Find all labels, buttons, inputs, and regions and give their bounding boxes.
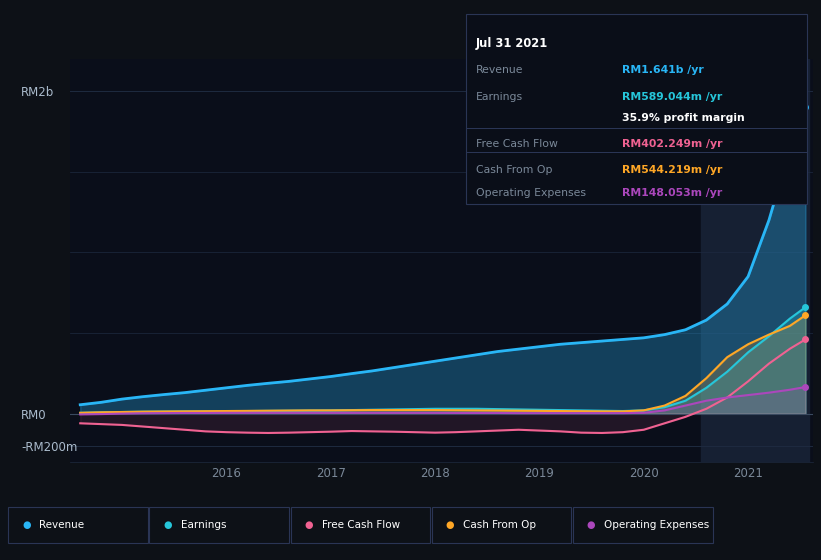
Text: Operating Expenses: Operating Expenses xyxy=(476,188,586,198)
Text: Cash From Op: Cash From Op xyxy=(463,520,536,530)
Text: ●: ● xyxy=(587,520,595,530)
Text: Earnings: Earnings xyxy=(476,92,523,102)
Text: 35.9% profit margin: 35.9% profit margin xyxy=(622,113,745,123)
Text: Free Cash Flow: Free Cash Flow xyxy=(322,520,400,530)
Text: Revenue: Revenue xyxy=(476,65,524,75)
Text: RM148.053m /yr: RM148.053m /yr xyxy=(622,188,722,198)
Text: RM402.249m /yr: RM402.249m /yr xyxy=(622,139,722,150)
Text: RM544.219m /yr: RM544.219m /yr xyxy=(622,165,722,175)
Text: RM1.641b /yr: RM1.641b /yr xyxy=(622,65,704,75)
Text: ●: ● xyxy=(305,520,313,530)
Text: Revenue: Revenue xyxy=(39,520,85,530)
Text: Operating Expenses: Operating Expenses xyxy=(604,520,709,530)
Text: Earnings: Earnings xyxy=(181,520,226,530)
Text: RM589.044m /yr: RM589.044m /yr xyxy=(622,92,722,102)
Text: ●: ● xyxy=(22,520,30,530)
Text: ●: ● xyxy=(446,520,454,530)
Text: ●: ● xyxy=(163,520,172,530)
Text: Free Cash Flow: Free Cash Flow xyxy=(476,139,558,150)
Bar xyxy=(701,59,809,462)
Text: Jul 31 2021: Jul 31 2021 xyxy=(476,36,548,50)
Text: Cash From Op: Cash From Op xyxy=(476,165,553,175)
